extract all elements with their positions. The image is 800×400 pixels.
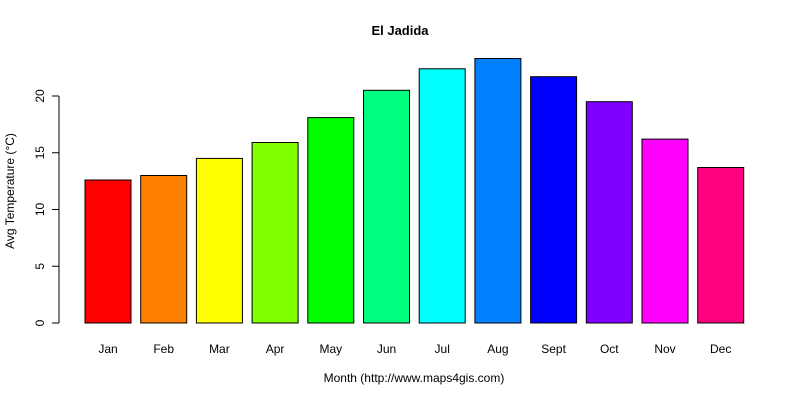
x-axis-title: Month (http://www.maps4gis.com) xyxy=(323,371,505,385)
x-tick-label: Nov xyxy=(654,342,675,356)
bar-sept xyxy=(530,76,578,324)
bar-may xyxy=(307,117,355,324)
bar-jul xyxy=(418,68,466,324)
y-tick-label: 5 xyxy=(33,263,47,270)
y-axis: 0 5 10 15 20 xyxy=(33,89,60,326)
x-tick-label: Aug xyxy=(487,342,508,356)
x-tick-label: Dec xyxy=(710,342,731,356)
bar-nov xyxy=(641,138,689,324)
x-tick-label: Jul xyxy=(435,342,450,356)
y-tick-label: 0 xyxy=(33,319,47,326)
x-axis-labels: Jan Feb Mar Apr May Jun Jul Aug Sept Oct Nov Dec xyxy=(98,342,731,356)
bar-jan xyxy=(84,179,132,324)
y-tick-label: 10 xyxy=(33,203,47,217)
bar-oct xyxy=(585,101,633,324)
x-tick-label: May xyxy=(319,342,342,356)
x-tick-label: Oct xyxy=(600,342,619,356)
x-tick-label: Jan xyxy=(98,342,117,356)
bars-group xyxy=(84,58,745,324)
y-tick-label: 20 xyxy=(33,89,47,103)
x-tick-label: Mar xyxy=(209,342,230,356)
x-tick-label: Sept xyxy=(541,342,566,356)
y-tick-label: 15 xyxy=(33,146,47,160)
bar-dec xyxy=(697,167,745,324)
x-tick-label: Feb xyxy=(153,342,174,356)
chart-title: El Jadida xyxy=(371,23,429,38)
bar-feb xyxy=(140,175,188,324)
x-tick-label: Apr xyxy=(266,342,285,356)
bar-mar xyxy=(195,157,243,324)
y-axis-title: Avg Temperature (°C) xyxy=(3,133,17,249)
x-tick-label: Jun xyxy=(377,342,396,356)
bar-jun xyxy=(363,89,410,324)
bar-apr xyxy=(251,142,299,324)
bar-aug xyxy=(474,58,522,324)
